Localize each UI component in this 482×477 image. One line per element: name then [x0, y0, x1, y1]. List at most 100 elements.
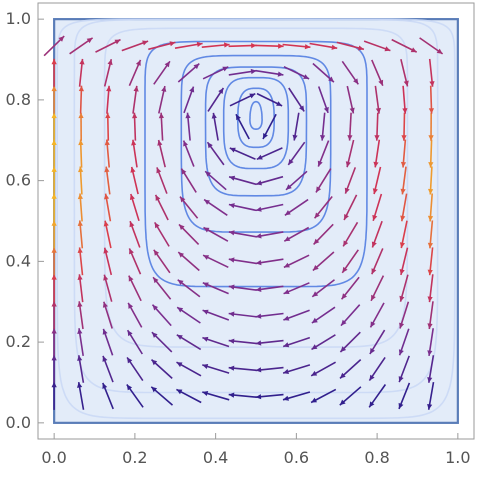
vector-arrow: [102, 301, 113, 329]
vector-arrow: [152, 276, 172, 300]
streamline: [103, 27, 409, 349]
vector-arrow: [255, 231, 284, 239]
vector-arrow: [428, 85, 434, 114]
vector-arrow: [228, 392, 257, 398]
vector-arrow: [150, 386, 174, 406]
streamline: [73, 18, 439, 394]
vector-arrow: [235, 113, 250, 140]
streamline: [249, 100, 263, 130]
y-tick-label: 1.0: [6, 9, 31, 28]
vector-arrow: [228, 257, 257, 265]
y-tick-label: 0.2: [6, 332, 31, 351]
vector-arrow: [312, 62, 335, 83]
y-tick-label: 0.4: [6, 251, 31, 270]
vector-arrow: [283, 282, 310, 295]
vector-arrow: [339, 331, 361, 353]
vector-arrow: [282, 43, 311, 50]
vector-arrow: [77, 381, 85, 410]
streamline: [56, 18, 456, 420]
vector-arrow: [342, 221, 359, 247]
vector-arrow: [339, 359, 362, 379]
vector-arrow: [102, 328, 114, 356]
vector-arrow: [51, 381, 57, 410]
y-tick-label: 0.8: [6, 90, 31, 109]
vector-arrow: [228, 43, 257, 49]
vector-arrow: [150, 359, 173, 379]
vector-arrow: [77, 220, 84, 249]
vector-arrow: [228, 311, 257, 318]
vector-arrow: [78, 85, 84, 114]
vector-arrow: [51, 220, 57, 249]
vector-arrow: [255, 339, 284, 346]
vector-arrow: [400, 139, 407, 168]
vector-arrow: [427, 381, 435, 410]
axis-ticks: 0.0 0.2 0.4 0.6 0.8 1.0 0.0 0.2 0.4 0.6 0.8 1.0: [6, 9, 471, 467]
vector-arrow: [255, 393, 284, 400]
vector-arrow: [102, 382, 114, 410]
vector-arrow: [228, 175, 257, 186]
vector-arrow: [228, 230, 257, 238]
vector-arrow: [104, 193, 112, 222]
vector-arrow: [402, 85, 408, 114]
vector-arrow: [51, 58, 57, 87]
vector-arrow: [106, 85, 112, 114]
vector-arrow: [313, 223, 334, 245]
x-tick-label: 1.0: [445, 448, 470, 467]
region-square: [53, 18, 459, 424]
vector-arrow: [176, 334, 202, 351]
vector-arrow: [78, 58, 85, 87]
vector-arrow: [77, 328, 84, 357]
vector-arrow: [180, 168, 197, 193]
vector-arrow: [154, 221, 170, 247]
vector-arrow: [51, 166, 57, 195]
vector-arrow: [51, 301, 57, 330]
vector-arrow: [51, 328, 57, 357]
vector-arrow: [346, 85, 355, 114]
vector-arrow: [282, 364, 311, 374]
vector-arrow: [126, 329, 143, 355]
vector-arrow: [345, 139, 355, 168]
vector-arrow: [228, 203, 257, 212]
streamline: [180, 54, 332, 233]
vector-arrow: [287, 141, 306, 166]
vector-arrow: [372, 166, 382, 195]
chart-frame: [37, 2, 475, 440]
vector-arrow: [229, 92, 256, 107]
vector-arrow: [368, 384, 387, 408]
vector-arrow: [400, 59, 409, 87]
x-tick-label: 0.6: [284, 448, 309, 467]
y-tick-label: 0.6: [6, 171, 31, 190]
vector-arrow: [292, 112, 300, 141]
vector-arrow: [228, 68, 257, 76]
vector-arrow: [95, 38, 121, 53]
vector-arrow: [102, 355, 114, 383]
vector-arrow: [51, 112, 57, 141]
vector-arrow: [369, 302, 385, 328]
vector-arrow: [202, 254, 229, 269]
x-tick-label: 0.2: [122, 448, 147, 467]
y-tick-label: 0.0: [6, 413, 31, 432]
vector-arrow: [176, 388, 202, 404]
vector-arrow: [391, 38, 418, 53]
vector-arrow: [255, 285, 284, 292]
x-tick-label: 0.8: [364, 448, 389, 467]
vector-arrow: [43, 35, 65, 57]
vector-arrow: [398, 355, 410, 383]
vector-arrow: [182, 140, 195, 167]
vector-arrow: [202, 66, 229, 80]
vector-arrow: [158, 85, 167, 114]
vector-arrow: [154, 194, 169, 221]
vector-arrow: [315, 168, 332, 193]
vector-arrow: [339, 386, 362, 406]
vector-arrow: [310, 361, 336, 377]
vector-arrow: [427, 247, 434, 276]
vector-arrow: [126, 384, 144, 408]
vector-arrow: [309, 42, 338, 50]
vector-arrow: [151, 304, 172, 327]
vector-arrow: [228, 365, 257, 372]
vector-arrow: [428, 166, 434, 195]
vector-arrow: [398, 382, 411, 410]
vector-arrow: [202, 364, 230, 374]
vector-arrow: [255, 69, 284, 77]
vector-arrow: [201, 42, 230, 48]
